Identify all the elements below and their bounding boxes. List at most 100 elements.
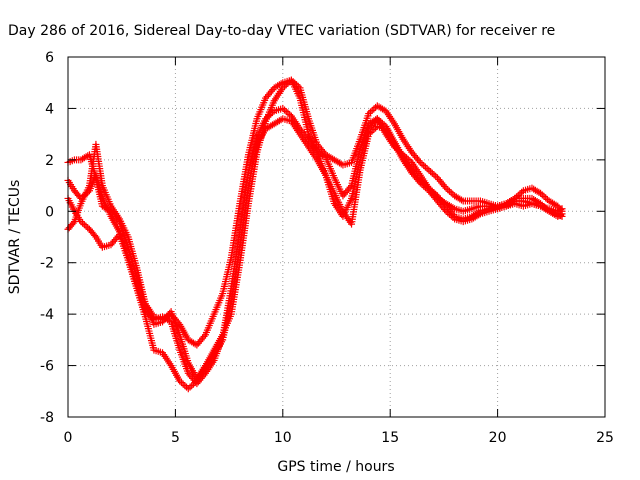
data-point — [514, 191, 522, 199]
y-tick-label: -6 — [40, 359, 54, 375]
series-2 — [64, 76, 566, 382]
data-point — [91, 231, 99, 239]
data-point — [458, 196, 466, 204]
data-point — [268, 109, 276, 117]
data-point — [447, 189, 455, 197]
data-points — [64, 76, 566, 393]
x-axis-label: GPS time / hours — [277, 459, 394, 475]
data-point — [77, 194, 85, 202]
data-point — [445, 210, 453, 218]
data-point — [77, 218, 85, 226]
x-tick-label: 5 — [171, 430, 180, 446]
data-point — [430, 171, 438, 179]
data-point — [475, 211, 483, 219]
data-point — [543, 206, 551, 214]
data-point — [442, 184, 450, 192]
data-point — [365, 110, 373, 118]
x-tick-label: 10 — [274, 430, 292, 446]
x-tick-label: 20 — [489, 430, 507, 446]
data-point — [428, 169, 436, 177]
data-point — [423, 165, 431, 173]
data-point — [368, 127, 376, 135]
data-point — [537, 189, 545, 197]
data-point — [79, 193, 87, 201]
data-point — [176, 377, 184, 385]
x-tick-label: 15 — [381, 430, 399, 446]
data-point — [370, 126, 378, 134]
data-point — [420, 182, 428, 190]
y-tick-label: -2 — [40, 256, 54, 272]
data-point — [281, 82, 289, 90]
data-point — [372, 124, 380, 132]
data-point — [279, 84, 287, 92]
data-point — [449, 213, 457, 221]
data-point — [509, 198, 517, 206]
data-point — [370, 105, 378, 113]
chart-title: Day 286 of 2016, Sidereal Day-to-day VTE… — [8, 23, 555, 39]
data-point — [82, 222, 90, 230]
data-point — [186, 383, 194, 391]
data-point — [284, 109, 292, 117]
data-point — [542, 194, 550, 202]
axis-ticks: -8 -6 -4 -2 0 2 4 6 0 5 10 15 20 25 — [40, 50, 614, 446]
series-4 — [64, 115, 566, 393]
data-point — [80, 191, 88, 199]
data-point — [184, 385, 192, 393]
data-point — [378, 119, 386, 127]
data-point — [191, 379, 199, 387]
data-point — [287, 76, 295, 84]
y-tick-label: -8 — [40, 410, 54, 426]
data-point — [267, 110, 275, 118]
grid — [68, 57, 605, 417]
data-point — [294, 82, 302, 90]
data-point — [377, 118, 385, 126]
data-point — [442, 207, 450, 215]
data-point — [265, 112, 273, 120]
y-tick-label: 4 — [45, 101, 54, 117]
data-point — [375, 116, 383, 124]
y-tick-label: 6 — [45, 50, 54, 66]
data-point — [423, 185, 431, 193]
data-point — [425, 166, 433, 174]
data-point — [84, 188, 92, 196]
data-point — [368, 106, 376, 114]
data-point — [293, 81, 301, 89]
x-tick-label: 0 — [64, 430, 73, 446]
data-point — [538, 191, 546, 199]
data-point — [445, 187, 453, 195]
data-point — [420, 162, 428, 170]
data-point — [191, 340, 199, 348]
data-point — [518, 188, 526, 196]
data-point — [421, 184, 429, 192]
data-point — [282, 81, 290, 89]
data-point — [82, 190, 90, 198]
data-point — [177, 379, 185, 387]
data-point — [189, 380, 197, 388]
data-point — [432, 172, 440, 180]
y-tick-label: 2 — [45, 153, 54, 169]
data-point — [263, 113, 271, 121]
data-point — [291, 79, 299, 87]
data-point — [366, 108, 374, 116]
data-point — [346, 183, 354, 191]
data-point — [181, 382, 189, 390]
data-point — [289, 78, 297, 86]
data-point — [557, 212, 565, 220]
data-point — [69, 219, 77, 227]
data-point — [447, 212, 455, 220]
data-point — [540, 192, 548, 200]
x-tick-label: 25 — [596, 430, 614, 446]
data-point — [441, 182, 449, 190]
data-point — [415, 177, 423, 185]
data-point — [558, 212, 566, 220]
data-point — [416, 158, 424, 166]
plot-frame — [67, 56, 606, 418]
data-point — [421, 163, 429, 171]
data-point — [200, 332, 208, 340]
data-point — [365, 130, 373, 138]
data-point — [84, 224, 92, 232]
data-point — [366, 129, 374, 137]
data-point — [416, 179, 424, 187]
y-axis-label: SDTVAR / TECUs — [7, 180, 23, 295]
